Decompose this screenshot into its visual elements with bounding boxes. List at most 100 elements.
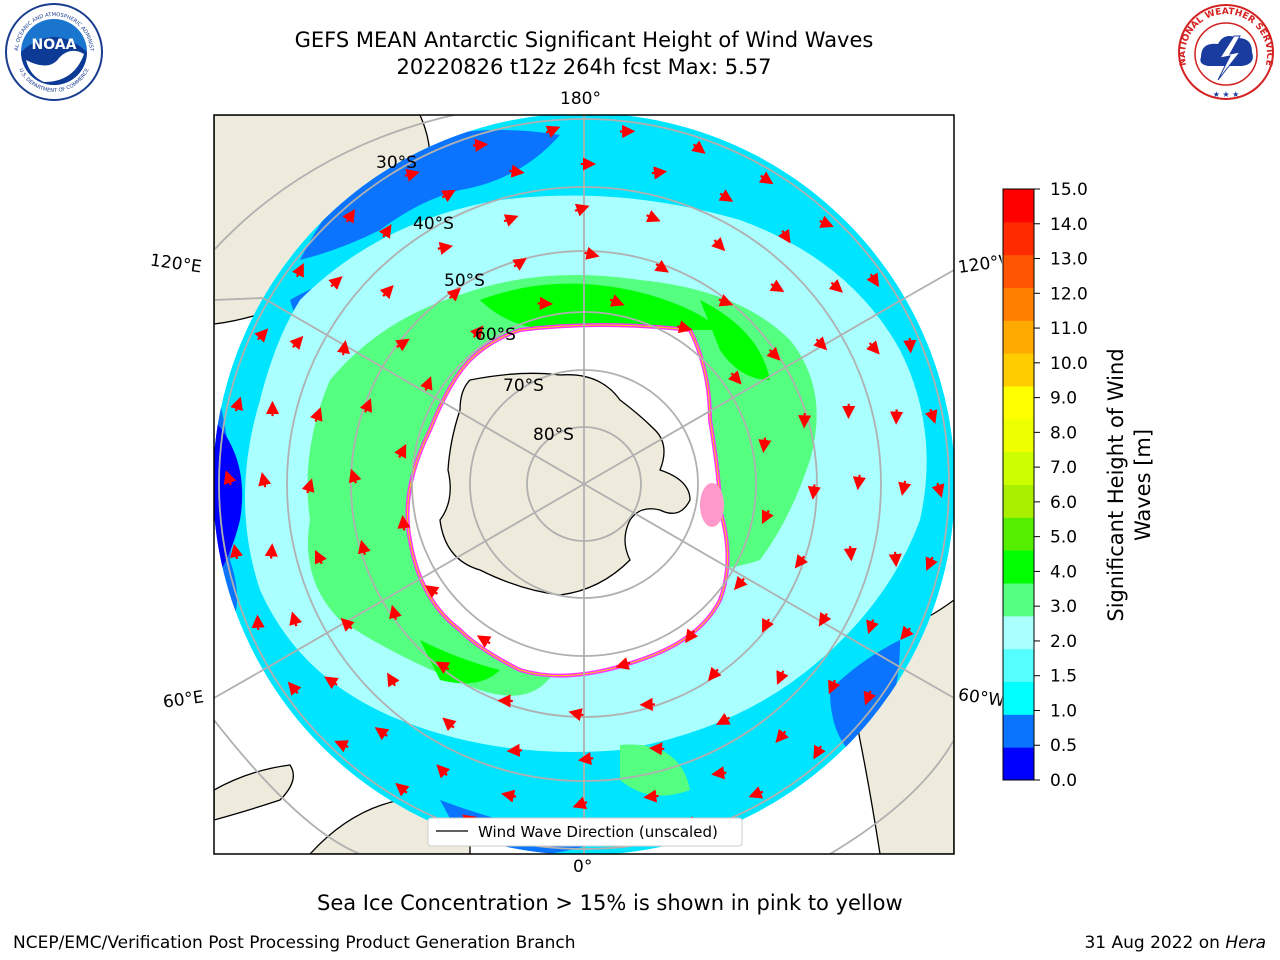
lon-label-bottom: 0°: [573, 857, 593, 877]
wave-direction-arrow: [506, 743, 522, 757]
wave-direction-arrow: [925, 556, 938, 572]
wave-direction-arrow: [819, 215, 834, 228]
wave-direction-arrow: [395, 782, 410, 797]
noaa-logo: NOAA NATIONAL OCEANIC AND ATMOSPHERIC AD…: [4, 2, 103, 101]
wave-direction-arrow: [794, 554, 809, 569]
footer-machine: Hera: [1225, 933, 1266, 953]
wave-direction-arrow: [472, 138, 489, 152]
wave-direction-arrow: [328, 276, 343, 290]
wave-direction-arrow: [758, 437, 772, 453]
colorbar-segment: [1003, 189, 1034, 223]
svg-text:★ ★ ★: ★ ★ ★: [1213, 90, 1240, 99]
lat-label-60s: 60°S: [475, 325, 516, 345]
wave-direction-arrow: [446, 287, 461, 302]
wave-direction-arrow: [645, 210, 661, 223]
wave-direction-arrow: [615, 657, 631, 670]
wave-direction-arrow: [230, 543, 244, 560]
colorbar-segment: [1003, 254, 1034, 288]
wave-direction-arrow: [574, 203, 590, 217]
colorbar-segment: [1003, 747, 1034, 781]
wave-direction-arrow: [264, 543, 278, 559]
wave-direction-arrow: [378, 224, 392, 239]
wave-direction-arrow: [828, 679, 841, 695]
wave-direction-arrow: [866, 272, 880, 288]
map-frame: [213, 114, 955, 855]
colorbar-tick-label: 0.0: [1050, 771, 1077, 791]
wave-direction-arrow: [888, 551, 902, 568]
wave-direction-arrow: [711, 237, 726, 252]
wave-direction-arrow: [643, 789, 659, 803]
footer-date: 31 Aug 2022 on Hera: [1084, 933, 1266, 953]
wave-direction-arrow: [342, 208, 356, 224]
colorbar-tick-label: 3.0: [1050, 597, 1077, 617]
colorbar-border: [1002, 188, 1035, 781]
wave-direction-arrow: [651, 166, 668, 180]
wave-direction-arrow: [324, 676, 339, 690]
wave-direction-arrow: [707, 666, 722, 682]
colorbar-segment: [1003, 287, 1034, 321]
wave-direction-arrow: [866, 340, 880, 355]
wave-direction-arrow: [314, 549, 327, 565]
wave-direction-arrow: [766, 346, 781, 361]
wave-direction-arrow: [775, 728, 789, 744]
wave-direction-arrow: [442, 717, 457, 732]
colorbar-segment: [1003, 221, 1034, 256]
wave-direction-arrow: [813, 336, 828, 351]
lat-label-40s: 40°S: [413, 214, 454, 234]
colorbar-segment: [1003, 386, 1034, 420]
wave-direction-arrow: [828, 279, 843, 293]
colorbar-segment: [1003, 714, 1034, 748]
wave-direction-arrow: [374, 727, 390, 741]
wave-direction-arrow: [437, 241, 453, 255]
wave-direction-arrow: [289, 335, 304, 351]
wave-direction-arrow: [334, 740, 349, 753]
colorbar-tick-label: 1.0: [1050, 701, 1077, 721]
wave-direction-arrow: [435, 661, 451, 674]
wave-direction-arrow: [727, 370, 742, 385]
wave-direction-arrow: [424, 585, 440, 599]
wave-direction-arrow: [572, 796, 588, 810]
wave-direction-arrow: [762, 618, 774, 633]
wave-direction-arrow: [340, 617, 355, 632]
wave-direction-arrow: [843, 545, 857, 562]
colorbar-tick-label: 15.0: [1050, 180, 1088, 200]
wave-direction-arrow: [436, 764, 451, 779]
colorbar-segment: [1003, 615, 1034, 650]
colorbar-segment: [1003, 550, 1034, 584]
colorbar-tick-label: 1.5: [1050, 667, 1077, 687]
footer-date-text: 31 Aug 2022 on: [1084, 933, 1226, 953]
wave-direction-arrow: [863, 690, 876, 706]
wave-direction-arrow: [648, 742, 665, 756]
wave-direction-arrow: [866, 619, 879, 635]
wave-direction-arrow: [509, 164, 525, 178]
wave-direction-arrow: [359, 398, 373, 413]
footer-credit: NCEP/EMC/Verification Post Processing Pr…: [13, 933, 576, 953]
colorbar-tick-label: 7.0: [1050, 458, 1077, 478]
colorbar-tick-label: 5.0: [1050, 528, 1077, 548]
map-legend: Wind Wave Direction (unscaled): [427, 817, 743, 847]
wave-direction-arrow: [748, 786, 764, 799]
wave-direction-arrow: [924, 408, 938, 424]
wave-direction-arrow: [718, 294, 734, 307]
wave-direction-arrow: [258, 472, 272, 488]
wave-direction-arrow: [291, 262, 304, 278]
colorbar-segment: [1003, 648, 1034, 682]
colorbar-tick-label: 2.0: [1050, 632, 1077, 652]
colorbar: 15.0 14.0 13.0 12.0 11.0 10.0 9.0 8.0 7.0 6.0 5.0 4…: [1002, 180, 1088, 791]
lat-label-70s: 70°S: [503, 376, 544, 396]
graticule: [218, 115, 950, 854]
graticule-outer: [214, 115, 954, 854]
lat-label-30s: 30°S: [376, 153, 417, 173]
chart-subtitle: 20220826 t12z 264h fcst Max: 5.57: [396, 55, 772, 79]
colorbar-tick-label: 12.0: [1050, 284, 1088, 304]
wave-direction-arrow: [852, 474, 866, 491]
legend-label: Wind Wave Direction (unscaled): [478, 823, 718, 841]
wave-direction-arrow: [388, 604, 402, 620]
colorbar-label-line1: Significant Height of Wind: [1104, 348, 1128, 621]
wave-direction-arrow: [394, 443, 407, 459]
wave-direction-arrow: [420, 376, 433, 391]
wave-direction-arrow: [289, 611, 303, 627]
colorbar-segment: [1003, 681, 1034, 715]
wave-direction-arrow: [336, 339, 350, 356]
